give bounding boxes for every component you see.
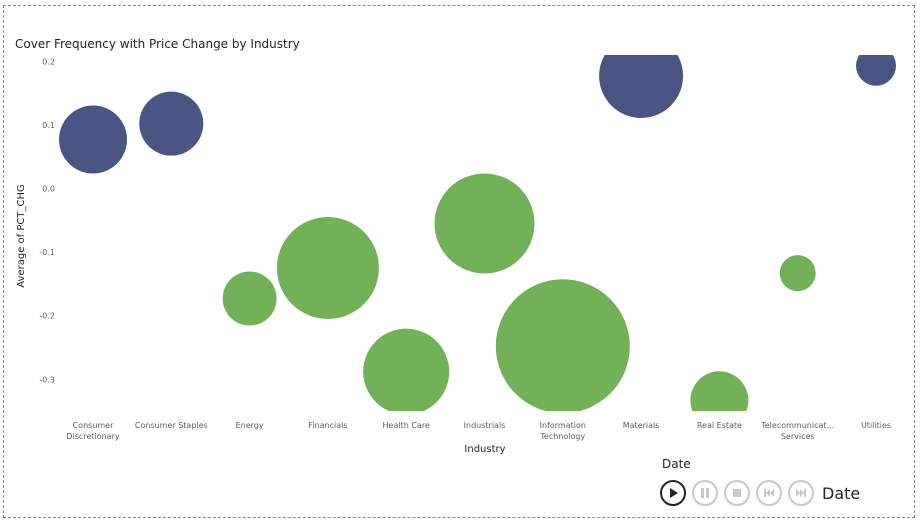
x-tick-label: Technology [539,432,585,441]
x-tick-label: Consumer [73,421,115,430]
bubble-energy[interactable] [222,271,277,326]
bubble-utilities[interactable] [856,46,896,86]
x-axis-label: Industry [464,444,505,455]
previous-button[interactable] [756,480,782,506]
next-icon [796,489,806,497]
bubble-information-technology[interactable] [495,279,630,413]
play-axis-controls: Date [660,480,860,506]
pause-icon [701,488,709,498]
x-tick-label: Financials [308,421,347,430]
bubble-real-estate[interactable] [690,371,749,429]
x-tick-label: Industrials [464,421,506,430]
x-tick-label: Materials [623,421,660,430]
y-tick-label: -0.1 [39,248,55,257]
pause-button[interactable] [692,480,718,506]
y-tick-label: 0.0 [42,185,55,194]
previous-icon [764,489,774,497]
y-tick-label: -0.3 [39,375,55,384]
stop-icon [733,489,741,497]
x-tick-label: Utilities [861,421,891,430]
y-tick-label: -0.2 [39,312,55,321]
current-frame-label: Date [822,483,861,503]
play-icon [670,488,678,498]
y-tick-label: 0.2 [42,57,55,66]
bubble-health-care[interactable] [363,328,450,415]
x-tick-label: Discretionary [66,432,120,441]
bubble-industrials[interactable] [434,173,535,274]
visual-frame [3,5,915,518]
play-axis-label: Date [662,457,691,471]
next-button[interactable] [788,480,814,506]
bubble-consumer-staples[interactable] [139,91,204,156]
x-tick-label: Information [540,421,586,430]
y-tick-label: 0.1 [42,121,55,130]
stop-button[interactable] [724,480,750,506]
play-button[interactable] [660,480,686,506]
x-tick-label: Telecommunicat... [760,421,834,430]
bubble-telecommunicat-services[interactable] [779,255,816,292]
chart-title: Cover Frequency with Price Change by Ind… [15,37,300,51]
x-tick-label: Services [781,432,815,441]
bubble-materials[interactable] [599,34,684,118]
x-tick-label: Consumer Staples [135,421,208,430]
bubble-financials[interactable] [276,217,379,319]
bubble-consumer-discretionary[interactable] [59,105,127,174]
y-axis-label: Average of PCT_CHG [16,184,27,287]
x-tick-label: Energy [236,421,264,430]
x-tick-label: Health Care [383,421,430,430]
x-tick-label: Real Estate [697,421,742,430]
